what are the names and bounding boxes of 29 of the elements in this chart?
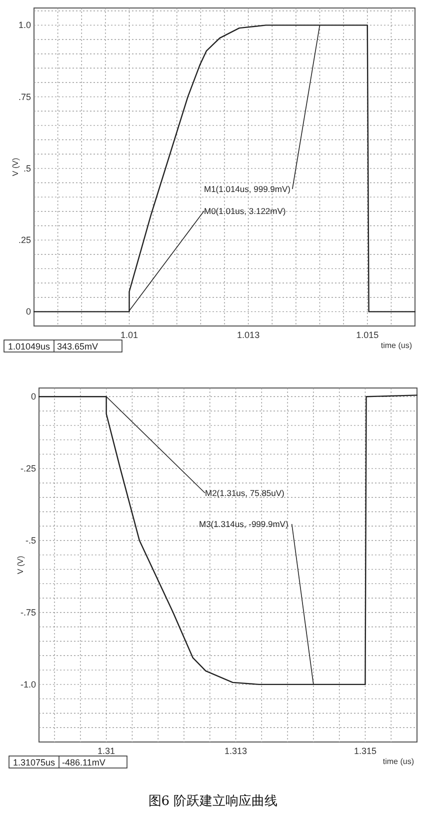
y-tick-label: -.25 xyxy=(20,464,36,474)
x-tick-label: 1.01 xyxy=(120,330,138,340)
y-axis-title: V (V) xyxy=(11,158,20,176)
caption: 图6 阶跃建立响应曲线 xyxy=(148,793,278,809)
y-tick-label: 0 xyxy=(26,306,31,317)
text: 1.01049us xyxy=(8,342,51,352)
text: 343.65mV xyxy=(57,342,98,352)
y-tick-label: 0 xyxy=(30,392,36,402)
annotation: M3(1.314us, -999.9mV) xyxy=(199,519,288,529)
y-tick-label: -1.0 xyxy=(20,679,36,690)
annotation: M1(1.014us, 999.9mV) xyxy=(204,184,291,194)
x-tick-label: 1.31 xyxy=(98,746,116,756)
y-tick-label: .25 xyxy=(18,235,31,246)
y-tick-label: .5 xyxy=(23,163,31,174)
y-tick-label: .75 xyxy=(18,92,31,102)
x-tick-label: 1.315 xyxy=(354,746,376,756)
x-axis-title: time (us) xyxy=(382,757,414,766)
y-tick-label: -.75 xyxy=(20,607,36,618)
y-tick-label: -.5 xyxy=(25,536,36,546)
x-axis-title: time (us) xyxy=(380,341,412,350)
text: -486.11mV xyxy=(62,758,106,768)
text: 1.31075us xyxy=(12,758,56,768)
x-tick-label: 1.015 xyxy=(356,330,379,340)
x-tick-label: 1.013 xyxy=(237,330,260,340)
y-axis-title: V (V) xyxy=(16,556,25,574)
annotation: M2(1.31us, 75.85uV) xyxy=(205,488,285,498)
x-tick-label: 1.313 xyxy=(224,746,248,756)
y-tick-label: 1.0 xyxy=(18,20,31,30)
annotation: M0(1.01us, 3.122mV) xyxy=(204,206,286,216)
